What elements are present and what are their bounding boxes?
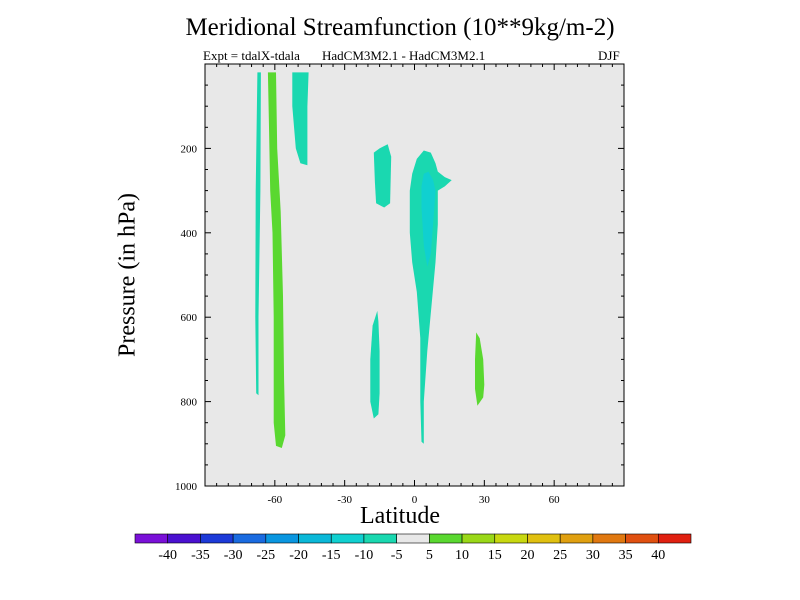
colorbar-swatch bbox=[461, 533, 496, 544]
colorbar-label: -40 bbox=[158, 548, 177, 563]
colorbar-label: -10 bbox=[355, 548, 374, 563]
colorbar-label: -5 bbox=[391, 548, 403, 563]
colorbar-swatch bbox=[363, 533, 397, 544]
contour-region-green-band-58S bbox=[267, 72, 286, 449]
colorbar-label: 15 bbox=[488, 548, 502, 563]
contour-region-teal-blob-15S bbox=[373, 144, 392, 208]
contour-region-teal-cell-5N bbox=[409, 150, 452, 444]
colorbar-label: 40 bbox=[651, 548, 665, 563]
colorbar-label: 20 bbox=[520, 548, 534, 563]
colorbar-swatch bbox=[396, 533, 430, 544]
x-tick-label: -30 bbox=[337, 494, 352, 506]
colorbar-swatch bbox=[494, 533, 528, 544]
contour-region-green-blob-28N bbox=[475, 332, 485, 406]
colorbar-swatch bbox=[298, 533, 332, 544]
y-tick-label: 800 bbox=[181, 397, 198, 409]
colorbar-swatch bbox=[232, 533, 267, 544]
colorbar-swatch bbox=[625, 533, 659, 544]
colorbar-swatch bbox=[167, 533, 201, 544]
contour-region-teal-blob-18S-lower bbox=[370, 310, 380, 419]
x-tick-label: 0 bbox=[412, 494, 418, 506]
y-tick-label: 200 bbox=[181, 143, 198, 155]
colorbar-swatch bbox=[134, 533, 169, 544]
colorbar-label: -20 bbox=[289, 548, 308, 563]
experiment-label: Expt = tdalX-tdala bbox=[203, 48, 300, 63]
colorbar-label: 25 bbox=[553, 548, 567, 563]
colorbar-swatch bbox=[330, 533, 365, 544]
contour-region-teal-band-65S bbox=[255, 72, 261, 396]
colorbar-label: -25 bbox=[256, 548, 275, 563]
x-tick-label: 60 bbox=[549, 494, 561, 506]
x-tick-label: 30 bbox=[479, 494, 491, 506]
colorbar-swatch bbox=[527, 533, 561, 544]
colorbar-swatch bbox=[429, 533, 463, 544]
y-tick-label: 1000 bbox=[175, 481, 198, 493]
x-tick-label: -60 bbox=[267, 494, 282, 506]
colorbar-label: -35 bbox=[191, 548, 210, 563]
colorbar-label: 35 bbox=[619, 548, 633, 563]
colorbar-label: -30 bbox=[224, 548, 243, 563]
x-axis-label: Latitude bbox=[360, 503, 440, 529]
colorbar-label: 10 bbox=[455, 548, 469, 563]
models-label: HadCM3M2.1 - HadCM3M2.1 bbox=[322, 48, 486, 63]
y-tick-label: 600 bbox=[181, 312, 198, 324]
colorbar-swatch bbox=[657, 533, 692, 544]
chart-title: Meridional Streamfunction (10**9kg/m-2) bbox=[185, 14, 615, 41]
colorbar-label: -15 bbox=[322, 548, 341, 563]
colorbar-swatch bbox=[200, 533, 234, 544]
colorbar-label: 30 bbox=[586, 548, 600, 563]
colorbar-swatch bbox=[559, 533, 594, 544]
contour-region-teal-blob-48S bbox=[292, 72, 309, 166]
contour-region-cyan-core-5N bbox=[421, 171, 436, 267]
season-label: DJF bbox=[598, 48, 620, 63]
colorbar-label: 5 bbox=[426, 548, 433, 563]
y-tick-label: 400 bbox=[181, 228, 198, 240]
colorbar-swatch bbox=[265, 533, 299, 544]
colorbar-swatch bbox=[592, 533, 626, 544]
